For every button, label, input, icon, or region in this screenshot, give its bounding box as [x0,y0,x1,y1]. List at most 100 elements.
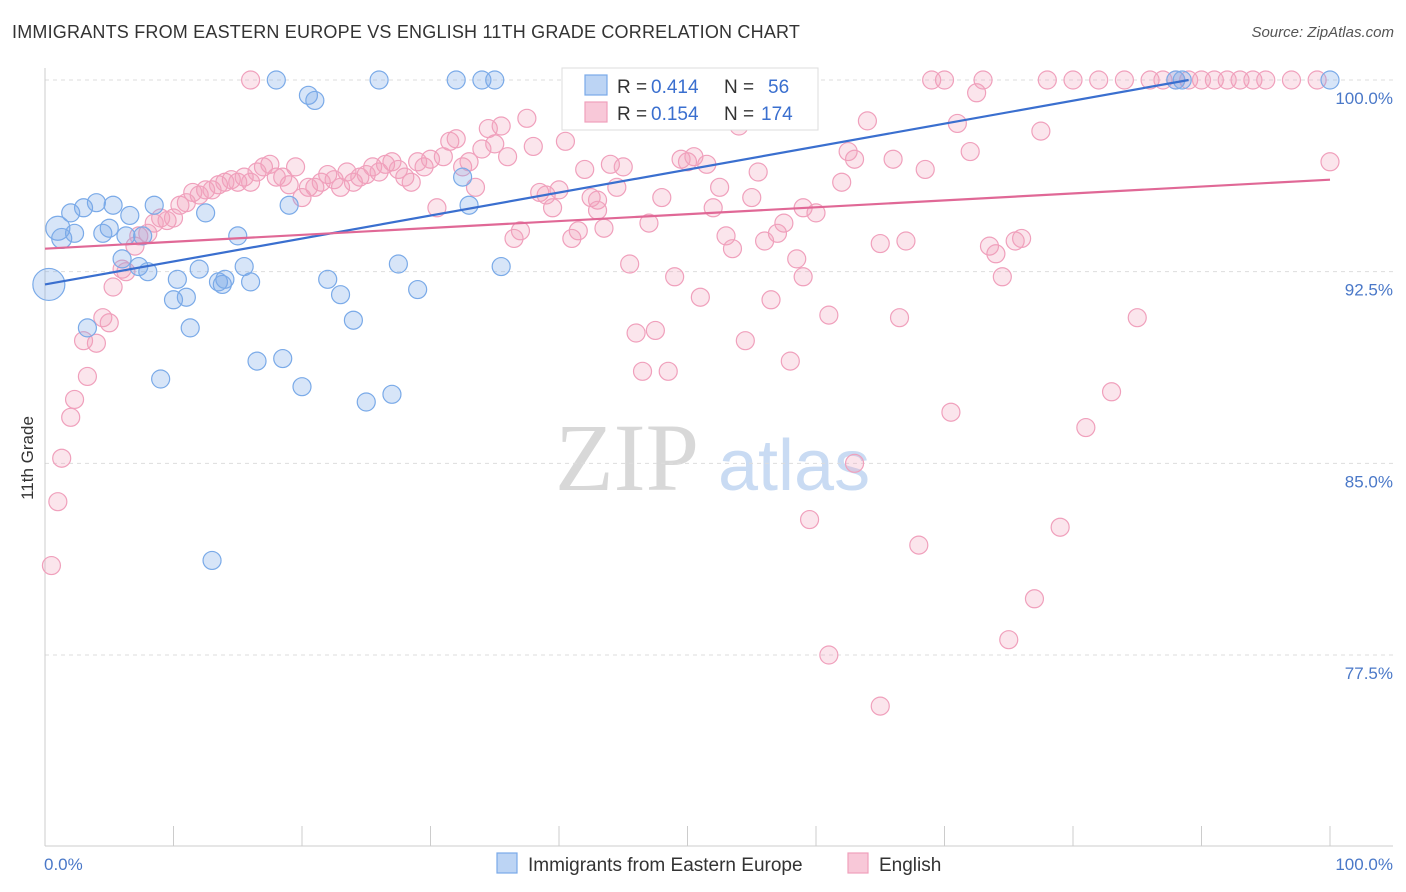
legend-n-label-1: N = [724,77,754,98]
point-eastern-europe [247,351,267,371]
point-eastern-europe [64,223,85,243]
point-english [504,228,524,249]
point-english [626,323,646,343]
point-english [844,149,865,169]
point-english [41,555,62,576]
point-english [973,70,993,90]
point-eastern-europe [86,193,107,213]
point-english [401,172,421,192]
point-eastern-europe [279,195,299,215]
point-english [568,221,588,241]
point-eastern-europe [305,90,325,111]
point-eastern-europe [298,85,319,105]
point-eastern-europe [266,70,286,90]
point-english [1320,152,1340,172]
point-english [337,162,357,182]
point-eastern-europe [292,377,312,397]
point-english [844,453,865,473]
point-eastern-europe [196,203,216,223]
point-eastern-europe [189,259,209,279]
point-eastern-europe [273,348,293,369]
point-english [369,162,389,182]
point-english [414,157,434,177]
point-eastern-europe [151,369,171,389]
watermark-atlas: atlas [718,426,870,506]
point-english [870,233,890,254]
point-eastern-europe [446,70,466,90]
point-english [799,509,820,530]
point-english [645,320,665,341]
point-english [632,361,653,381]
point-english [491,116,511,136]
point-eastern-europe [73,198,94,218]
point-eastern-europe [453,167,473,187]
point-english [61,407,81,427]
point-english [555,131,576,151]
point-english [896,231,916,251]
trend-lines [44,78,1331,286]
point-english [677,152,698,172]
point-english [472,139,492,159]
point-english [64,389,85,410]
y-tick-label: 77.5% [1345,664,1393,683]
point-english [485,134,505,154]
legend-swatch-pink [584,101,608,123]
point-eastern-europe [176,287,196,307]
point-eastern-europe [408,279,428,300]
point-english [587,190,608,210]
point-english [857,111,878,131]
y-tick-label: 92.5% [1345,281,1393,300]
point-english [77,366,98,387]
point-english [1031,121,1051,141]
point-english [774,213,794,233]
point-english [1127,308,1147,328]
point-eastern-europe [167,269,187,289]
point-english [838,141,858,162]
point-eastern-europe [356,392,376,412]
point-english [652,187,672,208]
point-english [735,331,755,351]
point-english [870,696,890,716]
point-english [103,277,123,297]
grid-lines [45,79,1393,656]
point-english [234,167,254,187]
point-eastern-europe [1320,70,1340,90]
point-eastern-europe [144,195,164,215]
point-english [1024,589,1045,609]
bottom-legend-swatch-blue [496,852,518,874]
point-eastern-europe [116,226,136,246]
point-eastern-europe [241,272,261,292]
point-english [1037,70,1057,90]
point-english [196,180,216,200]
point-eastern-europe [202,550,222,571]
point-english [241,172,261,192]
point-eastern-europe [382,384,402,404]
point-eastern-europe [93,223,113,243]
point-english [613,157,633,177]
point-eastern-europe [215,269,235,289]
point-english [883,149,903,169]
point-eastern-europe [459,195,479,215]
point-eastern-europe [120,205,140,226]
point-eastern-europe [45,215,71,241]
point-english [575,159,595,180]
point-english [279,175,299,195]
point-english [1281,70,1302,90]
point-eastern-europe [485,70,505,90]
trendline-eastern-europe [44,78,1189,286]
point-english [465,177,486,197]
point-eastern-europe [330,285,351,305]
point-english [395,167,415,187]
point-english [427,198,447,218]
point-english [594,218,614,238]
bottom-legend-label-1: Immigrants from Eastern Europe [528,855,803,876]
axes: 100.0% 92.5% 85.0% 77.5% 0.0% 100.0% [44,68,1393,874]
point-eastern-europe [343,310,363,330]
point-english [658,361,678,381]
legend-r-label-2: R = [617,104,647,125]
point-english [889,308,910,328]
trendline-english [44,178,1331,250]
point-english [86,333,107,353]
point-english [761,290,781,310]
